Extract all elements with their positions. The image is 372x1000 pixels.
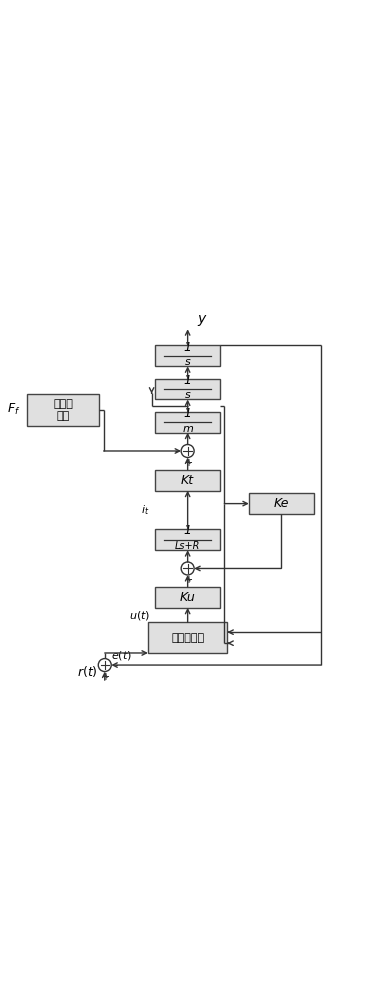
FancyBboxPatch shape xyxy=(249,493,314,514)
Text: -: - xyxy=(174,446,178,456)
Text: 摩擦力
模型: 摩擦力 模型 xyxy=(53,399,73,421)
Text: +: + xyxy=(184,458,192,468)
Circle shape xyxy=(181,445,194,457)
Text: $u(t)$: $u(t)$ xyxy=(129,609,150,622)
Text: $y$: $y$ xyxy=(197,313,207,328)
Text: $r(t)$: $r(t)$ xyxy=(77,664,97,679)
FancyBboxPatch shape xyxy=(155,412,220,433)
FancyBboxPatch shape xyxy=(155,529,220,550)
Circle shape xyxy=(98,659,111,672)
FancyBboxPatch shape xyxy=(155,587,220,608)
Text: 1: 1 xyxy=(184,524,192,537)
Text: $i_t$: $i_t$ xyxy=(141,503,150,517)
FancyBboxPatch shape xyxy=(155,345,220,366)
Text: 1: 1 xyxy=(184,341,192,354)
Text: 滑模控制器: 滑模控制器 xyxy=(171,633,204,643)
Text: 1: 1 xyxy=(184,407,192,420)
Text: $F_f$: $F_f$ xyxy=(7,402,20,417)
FancyBboxPatch shape xyxy=(148,622,227,653)
Text: +: + xyxy=(101,672,109,682)
FancyBboxPatch shape xyxy=(155,470,220,491)
Text: Kt: Kt xyxy=(181,474,194,487)
FancyBboxPatch shape xyxy=(27,394,99,426)
Text: -: - xyxy=(115,660,118,670)
Text: $e(t)$: $e(t)$ xyxy=(111,649,132,662)
Text: m: m xyxy=(182,424,193,434)
Text: Ls+R: Ls+R xyxy=(175,541,201,551)
FancyBboxPatch shape xyxy=(155,379,220,399)
Text: +: + xyxy=(184,575,192,585)
Text: -: - xyxy=(198,563,201,573)
Text: s: s xyxy=(185,357,190,367)
Text: s: s xyxy=(185,390,190,400)
Text: Ke: Ke xyxy=(273,497,289,510)
Text: Ku: Ku xyxy=(180,591,196,604)
Text: 1: 1 xyxy=(184,374,192,387)
Circle shape xyxy=(181,562,194,575)
